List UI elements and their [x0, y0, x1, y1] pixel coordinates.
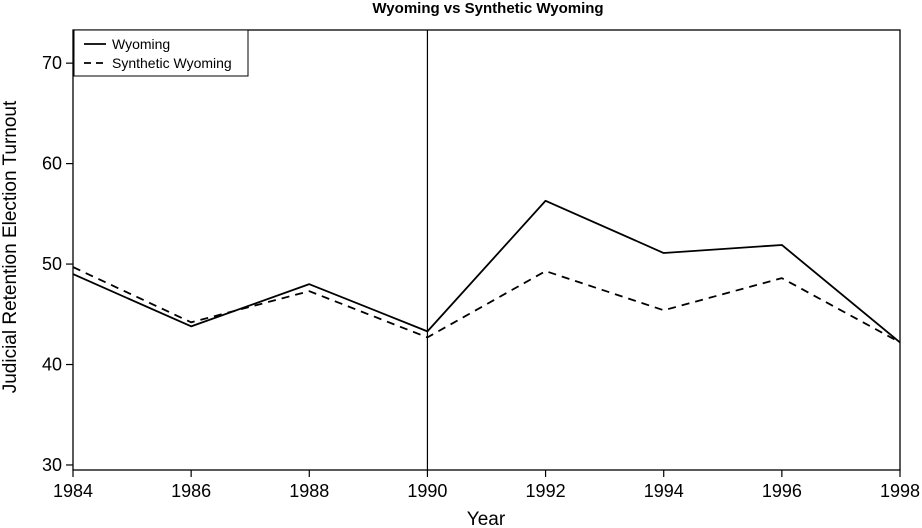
- x-tick-label: 1998: [880, 481, 920, 501]
- y-tick-label: 50: [42, 254, 62, 274]
- legend-label-synthetic-wyoming: Synthetic Wyoming: [112, 55, 232, 71]
- chart-title: Wyoming vs Synthetic Wyoming: [372, 0, 603, 17]
- series-line-wyoming: [72, 199, 901, 344]
- y-tick-label: 60: [42, 154, 62, 174]
- plot-area: 1984 1986 1988 1990 1992 1994 1996 1998 30 40 50 6…: [42, 29, 920, 501]
- y-tick-label: 40: [42, 355, 62, 375]
- x-tick-label: 1988: [289, 481, 329, 501]
- x-tick-label: 1984: [53, 481, 93, 501]
- x-axis-title: Year: [467, 509, 506, 528]
- x-axis: 1984 1986 1988 1990 1992 1994 1996 1998: [53, 470, 920, 501]
- x-tick-label: 1996: [762, 481, 802, 501]
- x-tick-label: 1992: [526, 481, 566, 501]
- legend-box: [73, 29, 249, 77]
- y-tick-label: 30: [42, 455, 62, 475]
- series-group: [72, 199, 901, 344]
- legend-label-wyoming: Wyoming: [112, 36, 170, 52]
- legend: Wyoming Synthetic Wyoming: [73, 29, 249, 77]
- x-tick-label: 1990: [407, 481, 447, 501]
- plot-frame: [72, 29, 901, 471]
- x-tick-label: 1986: [171, 481, 211, 501]
- y-tick-label: 70: [42, 53, 62, 73]
- series-line-synthetic-wyoming: [72, 266, 901, 344]
- y-axis-title: Judicial Retention Election Turnout: [0, 100, 21, 393]
- y-axis: 30 40 50 60 70: [42, 53, 73, 475]
- x-tick-label: 1994: [644, 481, 684, 501]
